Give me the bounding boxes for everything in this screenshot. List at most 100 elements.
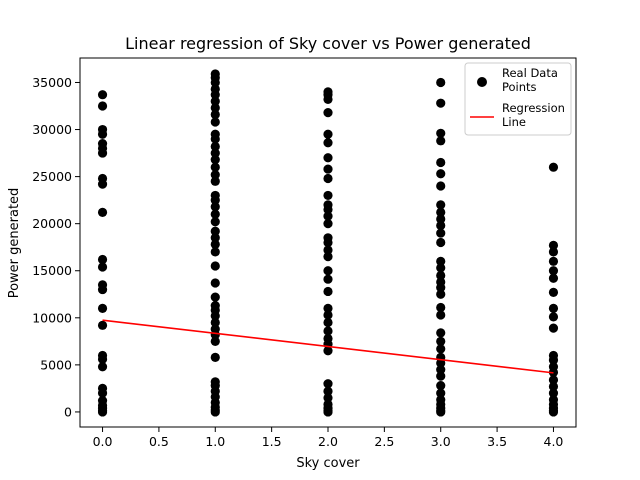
data-point — [436, 136, 446, 146]
data-point — [210, 324, 220, 334]
x-tick-label: 4.0 — [544, 434, 564, 449]
data-point — [210, 162, 220, 172]
data-point — [436, 98, 446, 108]
data-point — [323, 87, 333, 97]
data-point — [548, 362, 559, 372]
data-point — [210, 202, 220, 212]
data-point — [97, 262, 108, 272]
data-point — [436, 344, 446, 354]
data-point — [210, 103, 220, 113]
x-tick-label: 2.5 — [374, 434, 394, 449]
data-point — [548, 273, 559, 283]
data-point — [548, 303, 559, 313]
data-point — [548, 388, 559, 398]
legend-label-data-points: Real Data Points — [502, 66, 562, 94]
data-point — [548, 395, 559, 405]
data-point — [548, 375, 559, 385]
data-point — [210, 129, 220, 139]
data-point — [323, 190, 333, 201]
data-point — [436, 77, 446, 88]
data-point — [210, 336, 220, 346]
data-point — [436, 277, 446, 287]
y-tick-label: 5000 — [40, 357, 72, 372]
data-point — [97, 362, 108, 372]
plot-area — [97, 69, 559, 417]
data-point — [210, 233, 220, 243]
data-point — [323, 153, 333, 163]
data-point — [210, 69, 220, 79]
data-point — [210, 148, 220, 158]
regression-line — [102, 319, 554, 374]
data-point — [97, 303, 108, 313]
legend-marker-data-points — [477, 77, 487, 87]
data-point — [436, 328, 446, 338]
data-point — [97, 139, 108, 149]
data-point — [323, 399, 333, 410]
y-tick-label: 20000 — [32, 216, 72, 231]
data-point — [210, 352, 220, 362]
data-point — [548, 240, 559, 250]
data-point — [97, 101, 108, 111]
data-point — [210, 239, 220, 249]
legend-label-regression-line: Regression Line — [502, 101, 569, 129]
data-point — [436, 214, 446, 224]
x-tick-label: 1.5 — [262, 434, 282, 449]
x-axis-label: Sky cover — [296, 456, 360, 471]
data-point — [97, 90, 108, 100]
data-point — [436, 157, 446, 168]
x-tick-label: 1.0 — [205, 434, 225, 449]
data-point — [436, 270, 446, 281]
data-point — [436, 200, 446, 210]
data-point — [210, 278, 220, 288]
chart-title: Linear regression of Sky cover vs Power … — [125, 34, 531, 53]
legend: Real Data Points Regression Line — [464, 62, 572, 136]
data-point — [436, 220, 446, 231]
data-point — [548, 312, 559, 322]
data-point — [323, 164, 333, 174]
data-point — [436, 237, 446, 248]
data-point — [436, 336, 446, 346]
data-point — [436, 207, 446, 217]
data-point — [436, 263, 446, 273]
y-tick-label: 0 — [64, 404, 72, 419]
data-point — [210, 247, 220, 257]
data-point — [548, 256, 559, 266]
data-point — [210, 117, 220, 127]
data-point — [97, 280, 108, 290]
data-point — [548, 162, 559, 172]
y-tick-label: 35000 — [32, 75, 72, 90]
x-tick-label: 3.5 — [487, 434, 507, 449]
data-point — [210, 317, 220, 328]
y-axis-label: Power generated — [7, 188, 22, 299]
data-point — [210, 377, 220, 387]
data-point — [210, 209, 220, 219]
data-point — [323, 245, 333, 255]
y-tick-label: 30000 — [32, 122, 72, 137]
data-point — [97, 173, 108, 184]
data-point — [210, 109, 220, 120]
data-point — [97, 320, 108, 330]
y-tick-label: 10000 — [32, 310, 72, 325]
data-point — [97, 254, 108, 265]
data-point — [210, 300, 220, 311]
data-point — [323, 266, 333, 276]
data-point — [323, 129, 333, 139]
data-point — [97, 350, 108, 361]
data-point — [323, 200, 333, 210]
data-point — [323, 346, 333, 356]
data-point — [210, 141, 220, 152]
data-point — [436, 388, 446, 398]
data-point — [548, 247, 559, 257]
data-point — [436, 310, 446, 320]
data-point — [210, 84, 220, 94]
data-point — [436, 371, 446, 381]
y-axis-ticks: 0 5000 10000 15000 20000 25000 30000 35000 — [32, 75, 80, 419]
data-point — [323, 310, 333, 320]
data-point — [436, 380, 446, 391]
data-point — [436, 181, 446, 191]
data-point — [210, 170, 220, 180]
data-point — [436, 395, 446, 405]
data-point — [436, 289, 446, 299]
x-tick-label: 2.0 — [318, 434, 338, 449]
